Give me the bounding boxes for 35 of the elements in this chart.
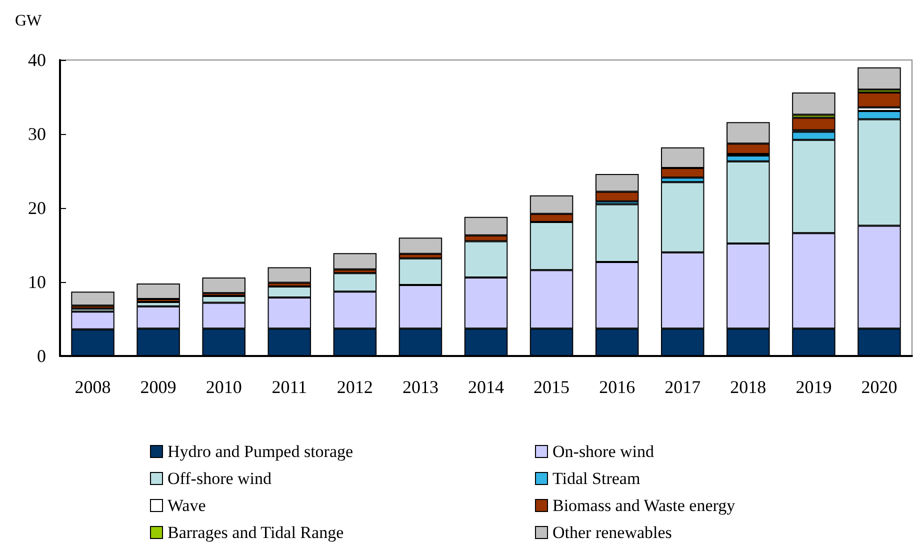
bar	[858, 67, 901, 90]
x-tick-label: 2009	[140, 377, 176, 397]
bar	[71, 292, 114, 306]
legend-label: Tidal Stream	[552, 469, 640, 488]
x-tick-label: 2019	[796, 377, 832, 397]
y-tick-label: 0	[37, 346, 46, 366]
legend-label: Biomass and Waste energy	[552, 496, 736, 515]
x-tick-label: 2017	[664, 377, 701, 397]
x-tick-label: 2014	[468, 377, 504, 397]
legend-label: On-shore wind	[552, 442, 655, 461]
legend-label: Other renewables	[552, 523, 672, 542]
x-tick-label: 2013	[402, 377, 438, 397]
bar	[333, 253, 377, 270]
bar	[792, 92, 836, 115]
y-tick-label: 30	[28, 124, 46, 144]
bar	[858, 92, 901, 108]
x-tick-label: 2016	[599, 377, 636, 397]
y-axis-title: GW	[15, 12, 43, 30]
x-tick-label: 2020	[861, 377, 898, 397]
x-tick-label: 2008	[74, 377, 111, 397]
x-tick-label: 2010	[206, 377, 242, 397]
y-tick-label: 20	[28, 198, 46, 218]
legend-label: Off-shore wind	[168, 469, 272, 488]
bar	[202, 278, 246, 294]
legend-label: Barrages and Tidal Range	[168, 523, 344, 542]
legend-label: Wave	[168, 496, 206, 515]
bar	[136, 283, 180, 300]
legend-label: Hydro and Pumped storage	[168, 442, 354, 461]
y-tick-label: 40	[28, 50, 46, 70]
x-tick-label: 2015	[534, 377, 570, 397]
x-tick-label: 2018	[730, 377, 766, 397]
x-tick-label: 2012	[336, 377, 373, 397]
bar	[268, 267, 312, 283]
y-tick-label: 10	[28, 272, 46, 292]
x-tick-label: 2011	[272, 377, 308, 397]
